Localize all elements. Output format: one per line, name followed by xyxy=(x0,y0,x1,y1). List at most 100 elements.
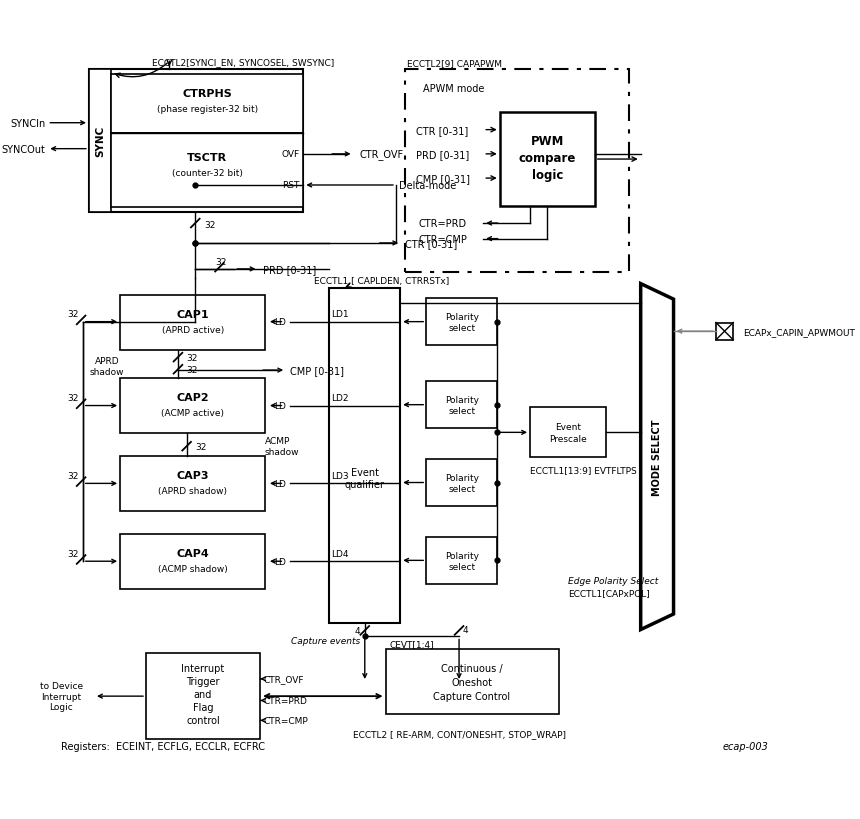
Text: select: select xyxy=(448,324,476,333)
Text: 32: 32 xyxy=(216,258,227,267)
Text: 32: 32 xyxy=(187,365,198,374)
Text: APWM mode: APWM mode xyxy=(423,84,484,94)
Text: Prescale: Prescale xyxy=(550,434,587,443)
Bar xyxy=(120,296,266,351)
Bar xyxy=(120,456,266,511)
Text: CTR [0-31]: CTR [0-31] xyxy=(405,238,458,249)
Text: (phase register-32 bit): (phase register-32 bit) xyxy=(157,106,258,114)
Bar xyxy=(427,537,497,584)
Text: CMP [0-31]: CMP [0-31] xyxy=(291,365,344,376)
Text: 32: 32 xyxy=(204,221,215,230)
Text: Capture events: Capture events xyxy=(292,636,360,645)
Text: Polarity: Polarity xyxy=(445,396,479,405)
Text: OVF: OVF xyxy=(282,150,300,159)
Text: TSCTR: TSCTR xyxy=(187,153,227,163)
Text: ACMP: ACMP xyxy=(265,436,290,445)
Bar xyxy=(427,299,497,346)
Text: and: and xyxy=(194,690,212,699)
Text: ECCTL1[CAPxPOL]: ECCTL1[CAPxPOL] xyxy=(568,588,650,597)
Text: ECCTL1[13:9] EVTFLTPS: ECCTL1[13:9] EVTFLTPS xyxy=(530,465,636,474)
Text: CTR=CMP: CTR=CMP xyxy=(264,716,309,725)
Bar xyxy=(112,134,304,207)
Text: RST: RST xyxy=(283,181,300,190)
Bar xyxy=(427,382,497,428)
Text: logic: logic xyxy=(531,169,563,182)
Text: LD: LD xyxy=(274,557,286,566)
Text: control: control xyxy=(186,716,220,726)
Text: Polarity: Polarity xyxy=(445,473,479,482)
Text: SYNC: SYNC xyxy=(95,125,105,157)
Text: CTR=PRD: CTR=PRD xyxy=(419,219,466,229)
Text: CTR_OVF: CTR_OVF xyxy=(264,675,304,684)
Text: Capture Control: Capture Control xyxy=(433,691,511,701)
Text: ECAPx_CAPIN_APWMOUT: ECAPx_CAPIN_APWMOUT xyxy=(744,328,856,337)
Bar xyxy=(112,75,304,134)
Text: CAP3: CAP3 xyxy=(176,470,209,480)
Text: Edge Polarity Select: Edge Polarity Select xyxy=(568,576,658,585)
Text: 32: 32 xyxy=(67,550,78,559)
Text: shadow: shadow xyxy=(265,447,299,456)
Text: qualifier: qualifier xyxy=(345,479,384,489)
Text: CTR=PRD: CTR=PRD xyxy=(264,696,308,705)
Text: LD: LD xyxy=(274,318,286,327)
Text: LD: LD xyxy=(274,401,286,410)
Text: 32: 32 xyxy=(195,442,206,451)
Text: CAP4: CAP4 xyxy=(176,548,209,558)
Text: ecap-003: ecap-003 xyxy=(723,741,769,751)
Text: CTRPHS: CTRPHS xyxy=(182,89,232,99)
Text: ECCTL2[SYNCI_EN, SYNCOSEL, SWSYNC]: ECCTL2[SYNCI_EN, SYNCOSEL, SWSYNC] xyxy=(151,58,334,66)
Text: select: select xyxy=(448,407,476,416)
Text: (ACMP shadow): (ACMP shadow) xyxy=(157,564,228,573)
Text: LD1: LD1 xyxy=(331,310,348,319)
Text: 32: 32 xyxy=(67,310,78,319)
Bar xyxy=(427,459,497,506)
Text: Flag: Flag xyxy=(193,703,213,713)
Text: (ACMP active): (ACMP active) xyxy=(161,409,224,418)
Text: PRD [0-31]: PRD [0-31] xyxy=(262,265,316,274)
Text: LD2: LD2 xyxy=(331,394,348,403)
Text: Continuous /: Continuous / xyxy=(441,663,503,674)
Text: 4: 4 xyxy=(355,627,360,636)
Text: Polarity: Polarity xyxy=(445,313,479,322)
Text: Interrupt: Interrupt xyxy=(181,663,224,674)
Text: 32: 32 xyxy=(187,353,198,362)
Text: Event: Event xyxy=(555,423,581,432)
Bar xyxy=(385,649,558,714)
Polygon shape xyxy=(641,284,673,630)
Text: LD: LD xyxy=(274,479,286,488)
Bar xyxy=(89,70,304,213)
Bar xyxy=(329,288,400,624)
Text: 32: 32 xyxy=(67,472,78,481)
Text: APRD: APRD xyxy=(95,356,120,365)
Text: Delta-mode: Delta-mode xyxy=(398,181,456,191)
Text: (APRD shadow): (APRD shadow) xyxy=(158,486,227,495)
Text: LD4: LD4 xyxy=(331,550,348,559)
Text: SYNCOut: SYNCOut xyxy=(2,144,46,155)
Bar xyxy=(716,324,734,341)
Text: SYNCIn: SYNCIn xyxy=(10,119,46,129)
Text: CAP1: CAP1 xyxy=(176,310,209,319)
Text: PWM: PWM xyxy=(531,134,564,147)
Text: Event: Event xyxy=(351,468,378,478)
Text: PRD [0-31]: PRD [0-31] xyxy=(416,150,469,160)
Text: Polarity: Polarity xyxy=(445,551,479,560)
Text: MODE SELECT: MODE SELECT xyxy=(652,419,662,495)
Text: ECCTL2[9] CAPAPWM: ECCTL2[9] CAPAPWM xyxy=(407,59,502,68)
Bar xyxy=(120,534,266,589)
Bar xyxy=(405,70,629,273)
Text: 4: 4 xyxy=(463,625,468,634)
Text: Oneshot: Oneshot xyxy=(452,677,493,687)
Text: shadow: shadow xyxy=(89,368,125,377)
Text: (counter-32 bit): (counter-32 bit) xyxy=(172,170,243,179)
Bar xyxy=(89,70,112,213)
Text: Registers:  ECEINT, ECFLG, ECCLR, ECFRC: Registers: ECEINT, ECFLG, ECCLR, ECFRC xyxy=(61,741,265,751)
Text: Trigger: Trigger xyxy=(187,676,220,686)
Text: 32: 32 xyxy=(67,394,78,403)
Text: CMP [0-31]: CMP [0-31] xyxy=(416,174,470,183)
Text: to Device
Interrupt
Logic: to Device Interrupt Logic xyxy=(40,681,83,711)
Bar xyxy=(120,378,266,434)
Bar xyxy=(500,113,595,206)
Text: CEVT[1:4]: CEVT[1:4] xyxy=(390,639,433,648)
Text: compare: compare xyxy=(519,152,576,165)
Bar xyxy=(530,408,606,458)
